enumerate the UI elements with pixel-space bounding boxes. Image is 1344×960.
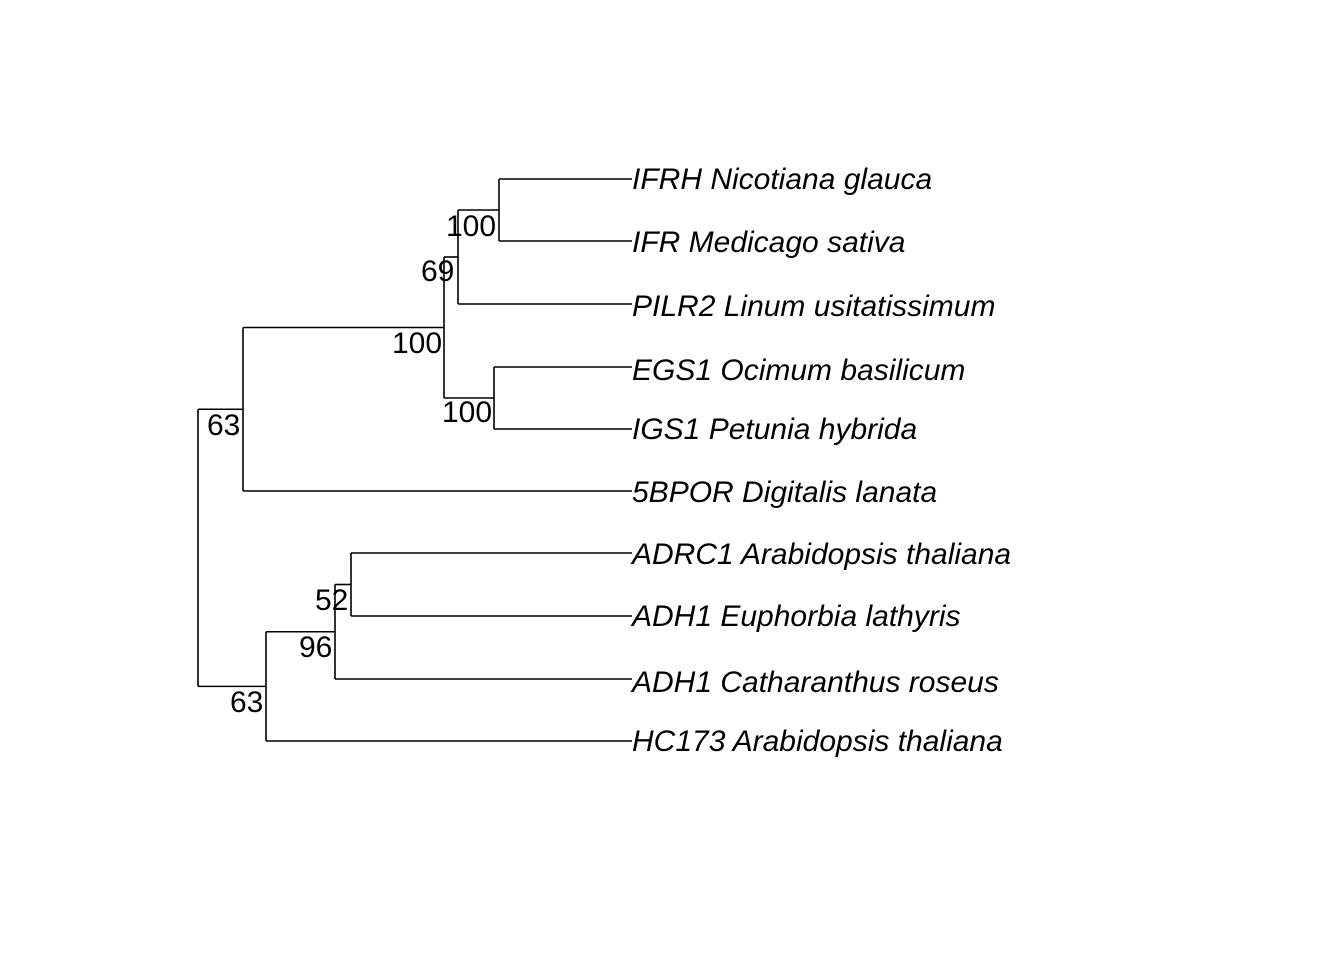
support-value-n8: 63: [230, 686, 263, 719]
tip-label-adh1-euphorbia-lathyris: ADH1 Euphorbia lathyris: [630, 600, 961, 633]
support-value-n1: 100: [446, 210, 496, 243]
support-value-n2: 69: [421, 255, 454, 288]
tip-labels: IFRH Nicotiana glauca IFR Medicago sativ…: [630, 163, 1011, 758]
tree-branches: [197, 178, 632, 742]
tip-label-egs1-ocimum-basilicum: EGS1 Ocimum basilicum: [632, 354, 965, 387]
tip-label-igs1-petunia-hybrida: IGS1 Petunia hybrida: [632, 413, 917, 446]
support-value-n5: 63: [207, 409, 240, 442]
tip-label-5bpor-digitalis-lanata: 5BPOR Digitalis lanata: [632, 476, 937, 509]
tip-label-adh1-catharanthus-roseus: ADH1 Catharanthus roseus: [630, 666, 999, 699]
support-value-n4: 100: [392, 327, 442, 360]
tip-label-ifr-medicago-sativa: IFR Medicago sativa: [632, 226, 905, 259]
tip-label-hc173-arabidopsis-thaliana: HC173 Arabidopsis thaliana: [632, 725, 1003, 758]
support-value-n7: 96: [299, 631, 332, 664]
tip-label-ifrh-nicotiana-glauca: IFRH Nicotiana glauca: [632, 163, 932, 196]
tip-label-adrc1-arabidopsis-thaliana: ADRC1 Arabidopsis thaliana: [630, 538, 1011, 571]
support-value-n6: 52: [315, 584, 348, 617]
tip-label-pilr2-linum-usitatissimum: PILR2 Linum usitatissimum: [632, 290, 995, 323]
support-values: 100 69 100 100 63 52 96 63: [207, 210, 496, 719]
support-value-n3: 100: [442, 396, 492, 429]
